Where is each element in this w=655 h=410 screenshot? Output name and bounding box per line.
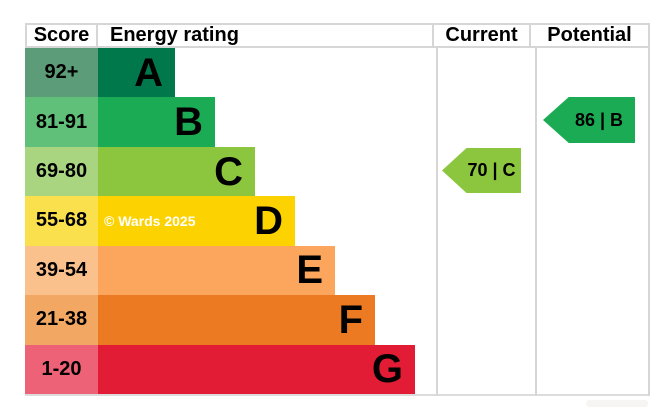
faint-watermark	[586, 400, 648, 407]
band-score: 55-68	[25, 196, 98, 246]
band-bar: © Wards 2025 D	[98, 196, 295, 246]
band-bar: F	[98, 295, 375, 345]
band-score: 92+	[25, 48, 98, 98]
score-header: Score	[27, 25, 98, 46]
band-bar: G	[98, 344, 415, 394]
band-row: 39-54 E	[25, 245, 650, 296]
band-score: 69-80	[25, 146, 98, 197]
band-letter: A	[134, 50, 163, 95]
band-row: 81-91 B	[25, 97, 650, 147]
band-bar: A	[98, 48, 175, 98]
potential-header: Potential	[547, 25, 632, 46]
band-bar: E	[98, 245, 335, 296]
band-letter: D	[254, 198, 283, 243]
band-letter: B	[174, 100, 203, 145]
chart-body: 92+ A 81-91 B 69-80 C 55-68 © Wards 2025…	[25, 48, 650, 396]
header-row: Score Energy rating Current Potential	[25, 23, 650, 48]
band-score: 39-54	[25, 245, 98, 296]
band-letter: F	[338, 297, 363, 342]
band-letter: G	[371, 347, 403, 392]
band-row: 55-68 © Wards 2025 D	[25, 196, 650, 246]
band-row: 69-80 C	[25, 146, 650, 197]
band-row: 1-20 G	[25, 344, 650, 394]
band-score: 1-20	[25, 344, 98, 394]
band-bar: C	[98, 146, 255, 197]
band-bar: B	[98, 97, 215, 147]
epc-table: Score Energy rating Current Potential 92…	[25, 23, 650, 396]
band-row: 92+ A	[25, 48, 650, 98]
band-score: 81-91	[25, 97, 98, 147]
wards-watermark: © Wards 2025	[104, 212, 196, 229]
band-row: 21-38 F	[25, 295, 650, 345]
band-letter: C	[214, 149, 243, 194]
band-score: 21-38	[25, 295, 98, 345]
band-rows: 92+ A 81-91 B 69-80 C 55-68 © Wards 2025…	[25, 48, 650, 394]
band-letter: E	[296, 248, 323, 293]
current-header: Current	[434, 25, 531, 46]
energy-rating-header: Energy rating	[98, 25, 434, 46]
